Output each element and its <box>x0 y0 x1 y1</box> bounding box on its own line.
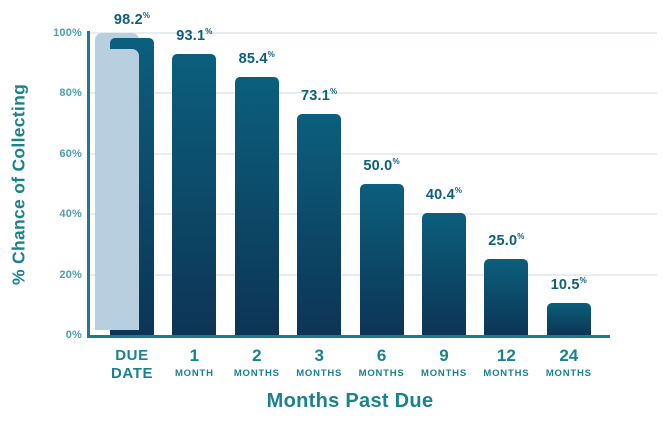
y-tick-label: 80% <box>59 87 82 100</box>
percent-sign: % <box>517 232 525 241</box>
bar-value-label: 40.4% <box>425 186 463 203</box>
gridline <box>90 32 657 34</box>
bar-value-label: 50.0% <box>363 157 400 174</box>
x-tick-line2: MONTHS <box>545 367 592 379</box>
percent-sign: % <box>267 50 275 59</box>
y-tick-label: 0% <box>65 329 82 341</box>
bar-shadow <box>95 298 139 330</box>
percent-sign: % <box>142 11 151 20</box>
bar-group <box>297 114 342 335</box>
x-tick-line2: MONTHS <box>483 367 530 379</box>
y-axis-line <box>87 31 90 337</box>
percent-sign: % <box>392 157 400 166</box>
gridline <box>90 92 657 95</box>
x-tick-line1: 1 <box>189 346 200 365</box>
bar <box>359 184 404 335</box>
bar <box>422 213 466 335</box>
x-tick-label: 24 MONTHS <box>537 346 601 379</box>
x-tick-label: 1 MONTH <box>162 346 226 379</box>
x-axis-title: Months Past Due <box>266 390 434 412</box>
bar-group <box>484 259 529 335</box>
y-tick-label: 100% <box>53 27 82 39</box>
x-tick-label: 2 MONTHS <box>225 346 289 379</box>
gridline <box>90 152 657 155</box>
bar <box>234 77 279 335</box>
bar-value-label: 10.5% <box>550 276 587 293</box>
x-tick-label: 9 MONTHS <box>412 346 476 379</box>
bar-group <box>422 213 466 335</box>
x-tick-line2: MONTHS <box>296 367 343 379</box>
x-tick-line2: MONTH <box>174 367 214 379</box>
percent-sign: % <box>579 276 587 285</box>
bar-group <box>172 54 217 335</box>
bar-value-label: 98.2% <box>113 11 151 28</box>
x-tick-line1: 9 <box>439 346 449 365</box>
bar <box>484 259 529 335</box>
x-tick-label: 6 MONTHS <box>350 346 414 379</box>
bar-value-label: 25.0% <box>488 232 525 249</box>
x-tick-line2: MONTHS <box>233 367 280 379</box>
bar <box>546 303 591 335</box>
bar-group <box>359 184 404 335</box>
y-tick-label: 60% <box>59 147 82 160</box>
bar-group <box>234 77 279 335</box>
x-tick-line1: 12 <box>496 346 516 365</box>
x-tick-line2: DATE <box>110 365 154 382</box>
y-tick-label: 20% <box>59 268 82 281</box>
percent-sign: % <box>330 87 338 96</box>
x-axis-line <box>87 335 610 338</box>
x-tick-label: 3 MONTHS <box>287 346 351 379</box>
x-tick-line1: 3 <box>314 346 324 365</box>
y-axis-title: % Chance of Collecting <box>8 83 29 285</box>
y-tick-label: 40% <box>59 208 82 221</box>
x-tick-line2: MONTHS <box>358 367 405 379</box>
x-tick-line1: DUE <box>115 347 149 364</box>
x-tick-line1: 2 <box>252 346 262 365</box>
x-tick-line1: 24 <box>559 346 579 365</box>
bar-value-label: 73.1% <box>301 87 338 104</box>
x-tick-label: 12 MONTHS <box>474 346 538 379</box>
bar <box>297 114 342 335</box>
bar-value-label: 93.1% <box>176 27 213 44</box>
bar <box>172 54 217 335</box>
bar-value-label: 85.4% <box>238 50 275 67</box>
percent-sign: % <box>454 186 463 195</box>
plot-area: 0% 20% 40% 60% 80% 100% 98.2% 93.1% 85.4% 73.1% 50… <box>53 11 657 341</box>
x-axis-tick-labels: DUE DATE 1 MONTH 2 MONTHS 3 MONTHS 6 MONTHS 9 MONTH… <box>90 346 657 387</box>
bar-group <box>546 303 591 335</box>
x-tick-label: DUE DATE <box>100 347 164 383</box>
x-tick-line1: 6 <box>376 346 387 365</box>
x-tick-line2: MONTHS <box>421 367 467 379</box>
percent-sign: % <box>205 27 213 36</box>
